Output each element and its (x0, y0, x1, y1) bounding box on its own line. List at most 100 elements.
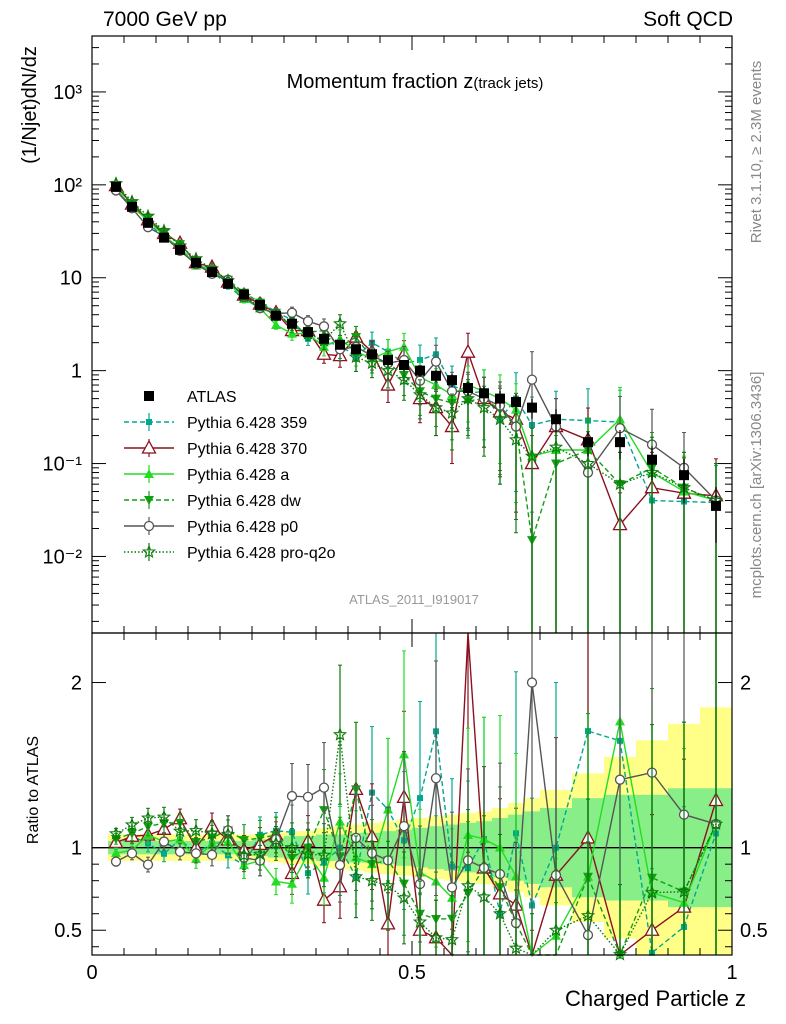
data-point (318, 321, 330, 332)
legend-item: Pythia 6.428 p0 (124, 517, 298, 536)
legend-label: Pythia 6.428 p0 (187, 519, 298, 536)
main-panel: 10⁻² 10⁻¹ 1 10 10² 10³ Momentum fraction z(tr… (19, 35, 733, 634)
data-point (141, 544, 157, 559)
legend-label: Pythia 6.428 dw (187, 493, 301, 510)
series-pythia-6-428-359 (113, 183, 719, 634)
y-tick-label: 10² (53, 175, 82, 197)
data-point (303, 327, 313, 338)
legend: ATLAS Pythia 6.428 359 Pythia 6.428 370 Pyt… (124, 389, 336, 562)
rivet-version-label: Rivet 3.1.10, ≥ 2.3M events (748, 61, 765, 244)
data-point (396, 372, 412, 386)
data-point (316, 847, 332, 862)
series-line (115, 184, 717, 541)
data-point (583, 437, 593, 448)
data-point (383, 355, 393, 366)
data-point (508, 432, 524, 446)
data-point (614, 774, 626, 785)
series-pythia-6-428-a (111, 183, 721, 634)
data-point (158, 836, 170, 847)
legend-label: Pythia 6.428 359 (187, 415, 307, 432)
data-point (495, 393, 505, 404)
data-point (206, 849, 218, 860)
data-point (108, 826, 124, 840)
ratio-series (108, 632, 724, 961)
data-point (511, 396, 521, 407)
x-axis-label: Charged Particle z (565, 986, 746, 1011)
data-point (527, 402, 537, 413)
legend-label: Pythia 6.428 pro-q2o (187, 545, 336, 562)
data-point (676, 884, 692, 898)
data-point (335, 339, 345, 350)
data-point (204, 825, 220, 840)
data-point (417, 795, 423, 802)
data-point (334, 859, 346, 871)
data-point (492, 906, 508, 920)
data-point (144, 496, 154, 505)
data-point (430, 356, 442, 367)
main-series (108, 176, 724, 634)
data-point (124, 817, 140, 831)
data-point (551, 414, 561, 425)
data-point (111, 181, 121, 192)
data-point (380, 363, 396, 377)
ratio-y-tick-label: 2 (740, 673, 751, 695)
data-point (172, 823, 188, 838)
y-tick-label: 10⁻¹ (43, 454, 83, 476)
data-point (207, 267, 217, 278)
data-point (223, 278, 233, 289)
analysis-id: ATLAS_2011_I919017 (349, 592, 479, 607)
data-point (348, 349, 364, 364)
data-point (175, 244, 185, 255)
main-axes: 10⁻² 10⁻¹ 1 10 10² 10³ (43, 35, 733, 633)
legend-item: Pythia 6.428 359 (124, 413, 307, 432)
ratio-y-tick-label: 0.5 (740, 920, 768, 942)
data-point (460, 878, 476, 892)
beam-energy-label: 7000 GeV pp (103, 8, 227, 31)
legend-item: Pythia 6.428 dw (124, 491, 301, 510)
data-point (161, 850, 167, 857)
data-point (580, 456, 596, 470)
data-point (412, 914, 428, 928)
data-point (252, 846, 268, 861)
data-point (287, 318, 297, 329)
data-point (444, 405, 460, 420)
legend-item: Pythia 6.428 370 (124, 439, 307, 458)
data-point (302, 316, 314, 327)
data-point (110, 856, 122, 867)
legend-item: Pythia 6.428 a (124, 465, 289, 484)
data-point (191, 837, 201, 847)
data-point (446, 882, 458, 893)
data-point (431, 370, 441, 381)
data-point (364, 355, 380, 370)
data-point (644, 885, 660, 899)
data-point (399, 360, 409, 371)
ratio-frame (91, 632, 733, 956)
data-point (332, 727, 348, 741)
data-point (708, 816, 724, 831)
plot-title: Momentum fraction z(track jets) (287, 71, 544, 93)
data-point (647, 454, 657, 465)
data-point (444, 932, 460, 946)
data-point (526, 677, 538, 688)
data-point (127, 829, 137, 839)
legend-label: ATLAS (187, 389, 237, 406)
data-point (415, 365, 425, 376)
data-point (239, 289, 249, 300)
y-tick-label: 10 (60, 268, 82, 290)
legend-label: Pythia 6.428 a (187, 467, 289, 484)
data-point (141, 439, 157, 454)
data-point (220, 826, 236, 841)
data-point (191, 257, 201, 268)
data-point (524, 448, 540, 463)
data-point (174, 846, 186, 857)
series-pythia-6-428-p0 (110, 185, 722, 634)
ratio-y-tick-label: 0.5 (54, 920, 82, 942)
ratio-line (115, 734, 717, 956)
data-point (190, 848, 202, 859)
data-point (428, 400, 444, 414)
data-point (476, 400, 492, 414)
data-point (271, 310, 281, 321)
ratio-y-tick-label: 1 (740, 838, 751, 860)
x-tick-label: 0 (86, 962, 97, 984)
process-label: Soft QCD (643, 8, 733, 31)
